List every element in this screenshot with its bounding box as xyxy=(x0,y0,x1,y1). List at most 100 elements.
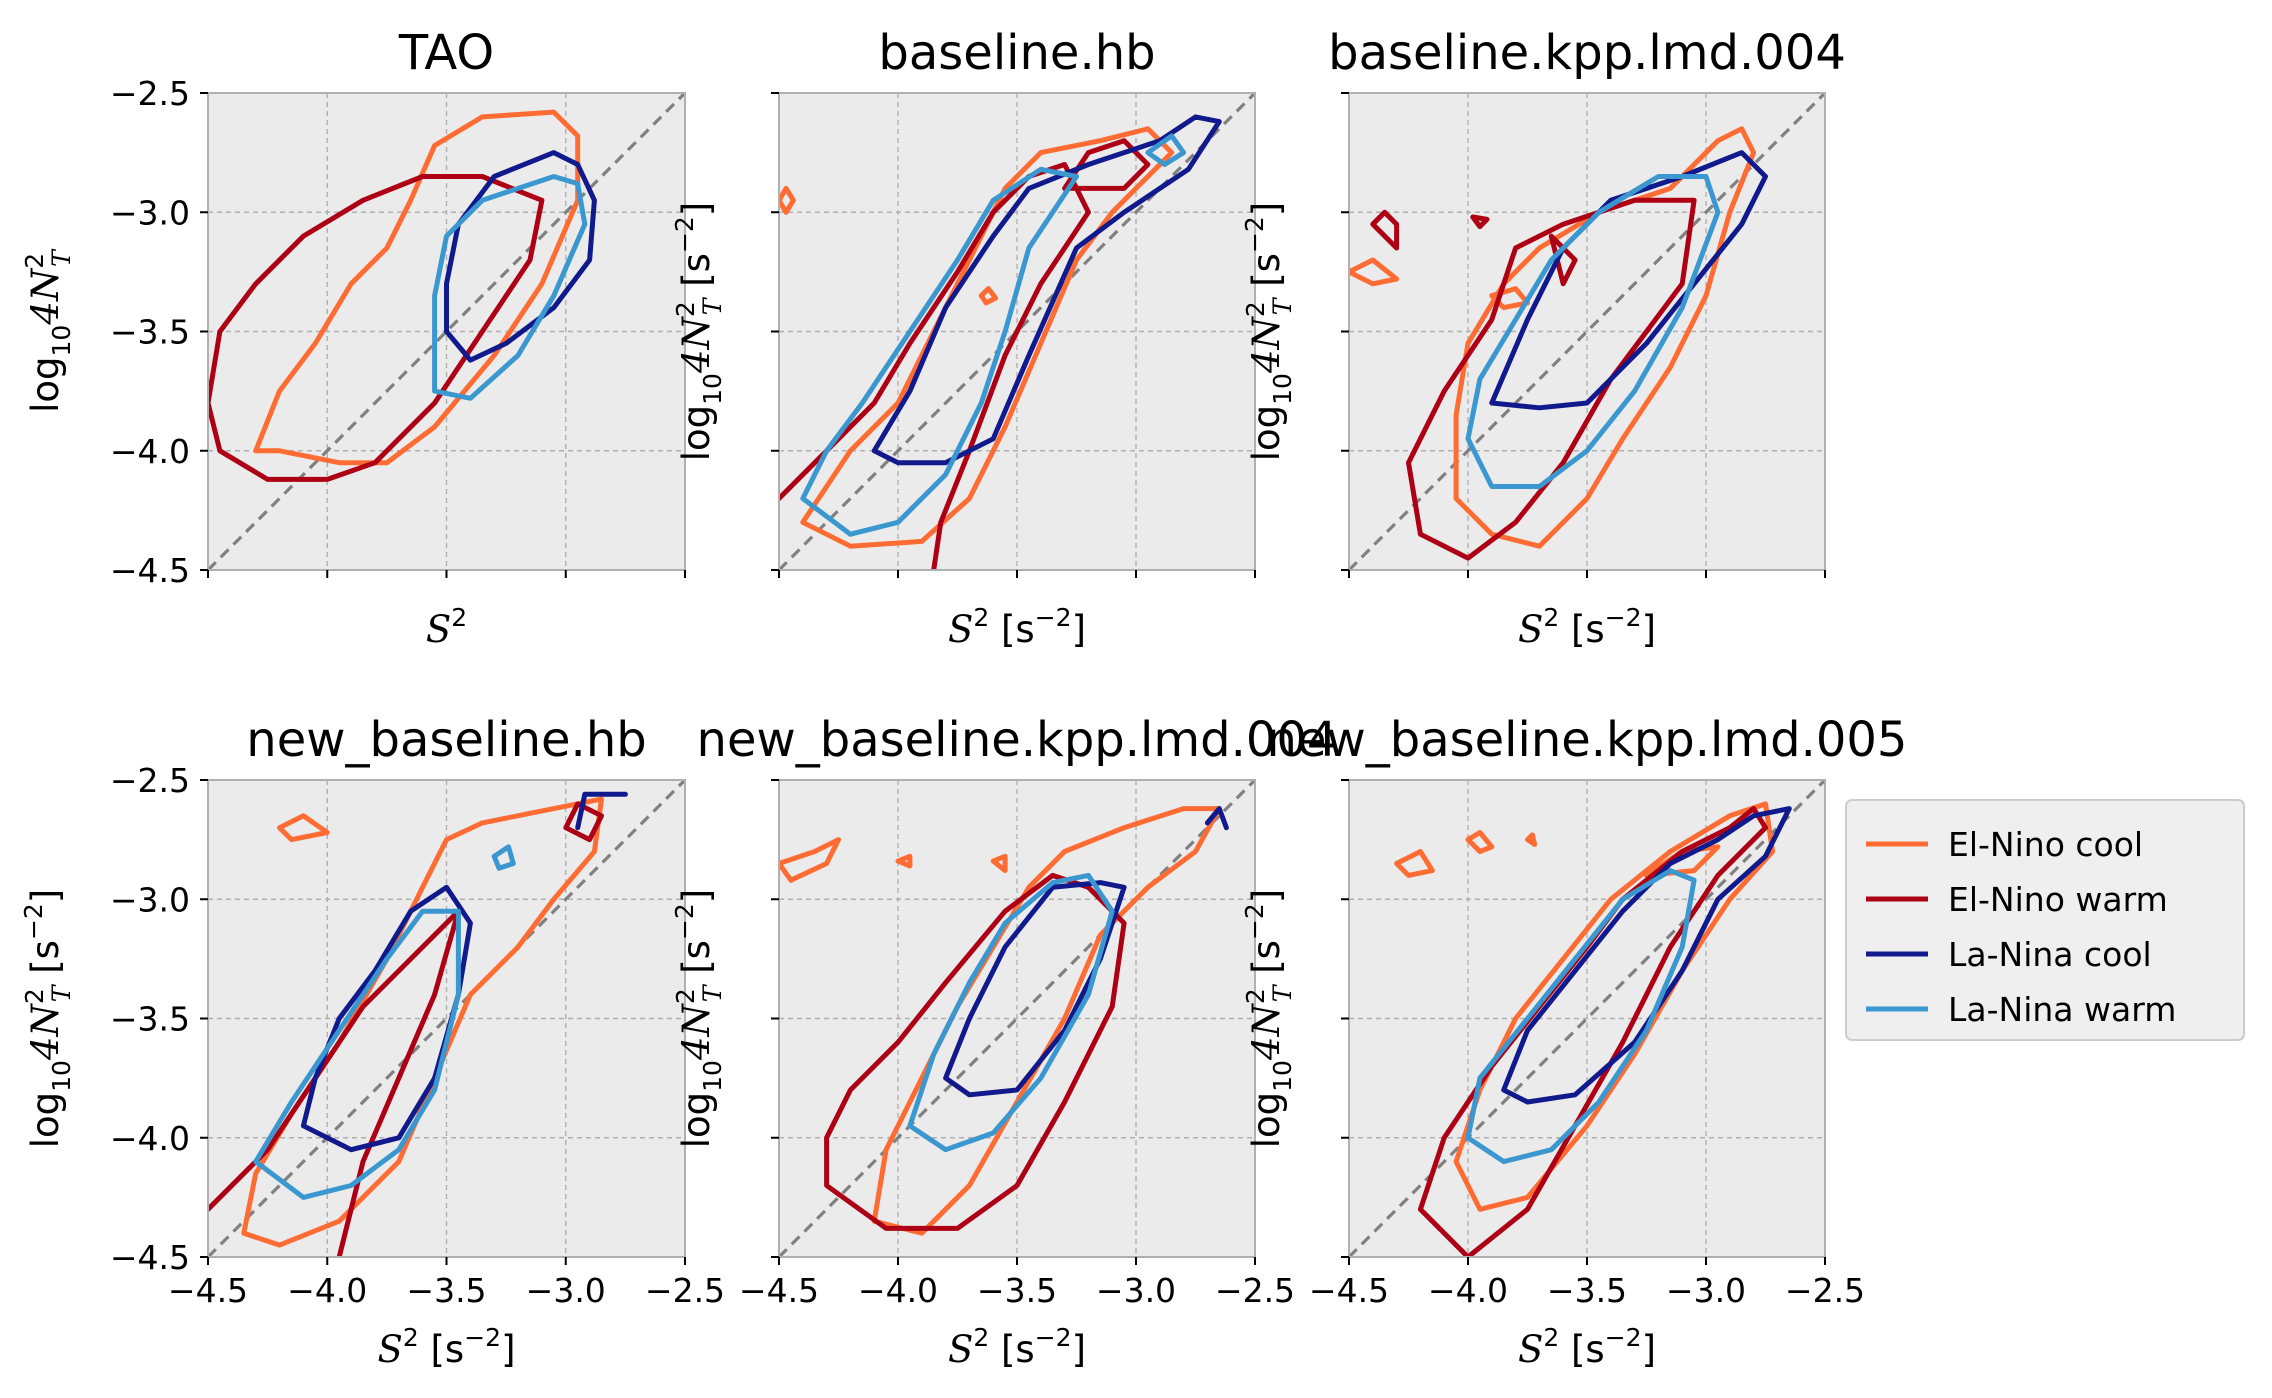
y-tick-label: −3.0 xyxy=(110,880,190,919)
contour-la-nina-warm xyxy=(1465,868,1697,1165)
x-axis-label: S2 [s−2] xyxy=(948,1323,1086,1371)
contour-la-nina-warm xyxy=(800,166,1079,537)
legend-label: El-Nino warm xyxy=(1948,880,2168,919)
contours xyxy=(208,109,597,482)
contour-el-nino-warm xyxy=(1370,209,1400,251)
contour-la-nina-warm xyxy=(253,908,461,1200)
panel-6: −4.5 −4.0 −3.5 −3.0 −2.5 new_baseline.kpp.lmd… xyxy=(1240,712,1907,1371)
y-axis-label: log104N2T [s−2] xyxy=(670,202,727,462)
x-axis-label: S2 [s−2] xyxy=(1518,1323,1656,1371)
contour-el-nino-warm xyxy=(1406,197,1697,561)
y-tick-label: −2.5 xyxy=(110,761,190,800)
x-tick-label: −3.0 xyxy=(1096,1271,1176,1310)
contour-la-nina-cool xyxy=(1501,806,1792,1105)
panel-title: new_baseline.kpp.lmd.004 xyxy=(697,712,1338,768)
legend-box xyxy=(1845,799,2245,1041)
contour-el-nino-cool xyxy=(253,109,581,466)
x-tick-label: −2.5 xyxy=(1215,1271,1295,1310)
contour-el-nino-warm xyxy=(208,174,545,482)
contour-la-nina-cool xyxy=(575,791,628,831)
contour-la-nina-warm xyxy=(432,174,588,401)
y-tick-label: −4.5 xyxy=(110,551,190,590)
panel-2: baseline.hb S2 [s−2] log104N2T [s−2] xyxy=(670,25,1256,651)
panel-title: baseline.kpp.lmd.004 xyxy=(1328,25,1846,81)
y-axis-label: log104N2T xyxy=(20,248,76,413)
contour-la-nina-warm xyxy=(1145,133,1187,167)
legend-label: La-Nina warm xyxy=(1948,990,2176,1029)
panel-1: −2.5 −3.0 −3.5 −4.0 −4.5 TAO S2 log104N2T xyxy=(20,25,686,651)
x-tick-label: −3.5 xyxy=(1547,1271,1627,1310)
contour-la-nina-warm xyxy=(1465,174,1721,489)
contours xyxy=(208,791,628,1257)
panel-title: new_baseline.kpp.lmd.005 xyxy=(1267,712,1908,768)
contour-la-nina-cool xyxy=(943,880,1127,1098)
contour-el-nino-cool xyxy=(1525,832,1538,847)
x-tick-label: −4.0 xyxy=(858,1271,938,1310)
panel-title: TAO xyxy=(398,25,494,81)
y-tick-label: −3.5 xyxy=(110,313,190,352)
contour-el-nino-warm xyxy=(563,801,604,843)
x-tick-label: −3.0 xyxy=(526,1271,606,1310)
contour-la-nina-cool xyxy=(300,884,473,1153)
contour-el-nino-cool xyxy=(277,813,330,843)
y-tick-label: −3.5 xyxy=(110,1000,190,1039)
x-axis-label: S2 [s−2] xyxy=(948,603,1086,651)
y-tick-label: −2.5 xyxy=(110,74,190,113)
one-to-one-line xyxy=(208,93,685,570)
contour-la-nina-warm xyxy=(491,844,516,871)
panel-title: baseline.hb xyxy=(878,25,1155,81)
x-tick-label: −4.5 xyxy=(739,1271,819,1310)
y-tick-label: −3.0 xyxy=(110,193,190,232)
y-axis-label: log104N2T [s−2] xyxy=(1240,889,1297,1149)
x-tick-label: −3.5 xyxy=(406,1271,486,1310)
panels: −2.5 −3.0 −3.5 −4.0 −4.5 TAO S2 log104N2T baseli… xyxy=(19,25,1907,1371)
one-to-one-line xyxy=(208,780,685,1257)
contour-el-nino-cool xyxy=(1453,126,1757,549)
x-tick-label: −2.5 xyxy=(645,1271,725,1310)
contours xyxy=(779,806,1229,1236)
x-tick-label: −3.5 xyxy=(977,1271,1057,1310)
x-tick-label: −4.5 xyxy=(168,1271,248,1310)
x-tick-label: −4.0 xyxy=(1428,1271,1508,1310)
contours xyxy=(1394,801,1792,1257)
contours xyxy=(779,114,1222,570)
x-axis-label: S2 xyxy=(426,603,467,651)
contour-el-nino-warm xyxy=(1470,214,1490,230)
contour-la-nina-cool xyxy=(1204,806,1229,831)
panel-title: new_baseline.hb xyxy=(246,712,646,768)
y-axis-label: log104N2T [s−2] xyxy=(1240,202,1297,462)
y-tick-label: −4.0 xyxy=(110,1119,190,1158)
panel-5: −4.5 −4.0 −3.5 −3.0 −2.5 new_baseline.kpp.lmd… xyxy=(670,712,1337,1371)
contour-el-nino-warm xyxy=(824,872,1127,1231)
x-axis-label: S2 [s−2] xyxy=(1518,603,1656,651)
contour-el-nino-cool xyxy=(779,185,796,215)
x-axis-label: S2 [s−2] xyxy=(377,1323,515,1371)
one-to-one-line xyxy=(779,780,1255,1257)
contour-el-nino-warm xyxy=(1062,138,1151,191)
contour-el-nino-cool xyxy=(895,853,913,869)
x-tick-label: −4.5 xyxy=(1309,1271,1389,1310)
contour-el-nino-warm xyxy=(208,908,461,1257)
y-axis-label: log104N2T [s−2] xyxy=(670,889,727,1149)
legend-label: El-Nino cool xyxy=(1948,825,2143,864)
x-tick-label: −3.0 xyxy=(1666,1271,1746,1310)
one-to-one-line xyxy=(1349,780,1825,1257)
one-to-one-line xyxy=(779,93,1255,570)
legend: El-Nino cool El-Nino warm La-Nina cool La-N… xyxy=(1845,799,2245,1041)
y-tick-label: −4.0 xyxy=(110,432,190,471)
panel-3: baseline.kpp.lmd.004 S2 [s−2] log104N2T [s… xyxy=(1240,25,1846,651)
contour-el-nino-cool xyxy=(990,853,1008,874)
y-axis-label: log104N2T [s−2] xyxy=(19,889,76,1149)
y-tick-label: −4.5 xyxy=(110,1238,190,1277)
x-tick-label: −2.5 xyxy=(1785,1271,1865,1310)
contour-el-nino-cool xyxy=(779,837,841,883)
contour-el-nino-cool xyxy=(978,286,999,306)
contours xyxy=(1349,126,1768,561)
contour-el-nino-cool xyxy=(1394,849,1435,878)
x-tick-label: −4.0 xyxy=(287,1271,367,1310)
contour-la-nina-cool xyxy=(871,114,1222,466)
legend-label: La-Nina cool xyxy=(1948,935,2152,974)
contour-el-nino-cool xyxy=(1349,257,1400,287)
contour-la-nina-cool xyxy=(444,150,597,363)
